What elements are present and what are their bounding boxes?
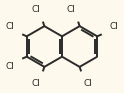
Text: Cl: Cl	[84, 79, 93, 88]
Text: Cl: Cl	[31, 79, 40, 88]
Text: Cl: Cl	[31, 5, 40, 14]
Text: Cl: Cl	[109, 22, 118, 31]
Text: Cl: Cl	[6, 62, 15, 71]
Text: Cl: Cl	[6, 22, 15, 31]
Text: Cl: Cl	[67, 5, 76, 14]
